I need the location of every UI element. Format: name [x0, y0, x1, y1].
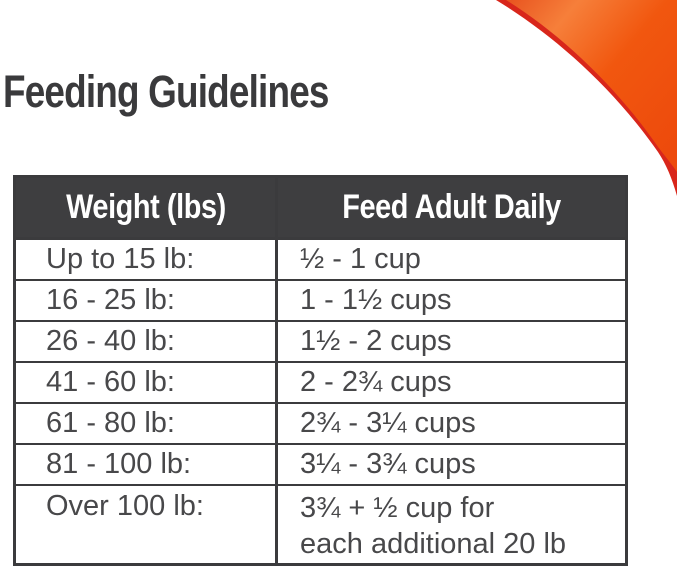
feeding-guidelines-table: Weight (lbs) Feed Adult Daily Up to 15 l… — [13, 175, 628, 567]
page-title: Feeding Guidelines — [3, 66, 329, 117]
weight-cell: 16 - 25 lb: — [13, 278, 278, 322]
weight-cell: 81 - 100 lb: — [13, 442, 278, 486]
feed-cell: ½ - 1 cup — [275, 237, 628, 281]
weight-cell: 61 - 80 lb: — [13, 401, 278, 445]
feed-cell: 3¼ - 3¾ cups — [275, 442, 628, 486]
table-row: 81 - 100 lb: 3¼ - 3¾ cups — [13, 442, 628, 486]
header-feed: Feed Adult Daily — [275, 175, 628, 240]
table-header-row: Weight (lbs) Feed Adult Daily — [13, 175, 628, 240]
weight-cell: Over 100 lb: — [13, 483, 278, 567]
table-row: 26 - 40 lb: 1½ - 2 cups — [13, 319, 628, 363]
feed-cell: 1 - 1½ cups — [275, 278, 628, 322]
table-row: Over 100 lb: 3¾ + ½ cup for each additio… — [13, 483, 628, 567]
table-row: Up to 15 lb: ½ - 1 cup — [13, 237, 628, 281]
feed-cell: 2 - 2¾ cups — [275, 360, 628, 404]
table-row: 61 - 80 lb: 2¾ - 3¼ cups — [13, 401, 628, 445]
header-weight: Weight (lbs) — [13, 175, 278, 240]
weight-cell: Up to 15 lb: — [13, 237, 278, 281]
table-row: 41 - 60 lb: 2 - 2¾ cups — [13, 360, 628, 404]
table-row: 16 - 25 lb: 1 - 1½ cups — [13, 278, 628, 322]
weight-cell: 41 - 60 lb: — [13, 360, 278, 404]
weight-cell: 26 - 40 lb: — [13, 319, 278, 363]
feed-cell: 3¾ + ½ cup for each additional 20 lb — [275, 483, 628, 567]
feed-cell: 2¾ - 3¼ cups — [275, 401, 628, 445]
feed-cell: 1½ - 2 cups — [275, 319, 628, 363]
